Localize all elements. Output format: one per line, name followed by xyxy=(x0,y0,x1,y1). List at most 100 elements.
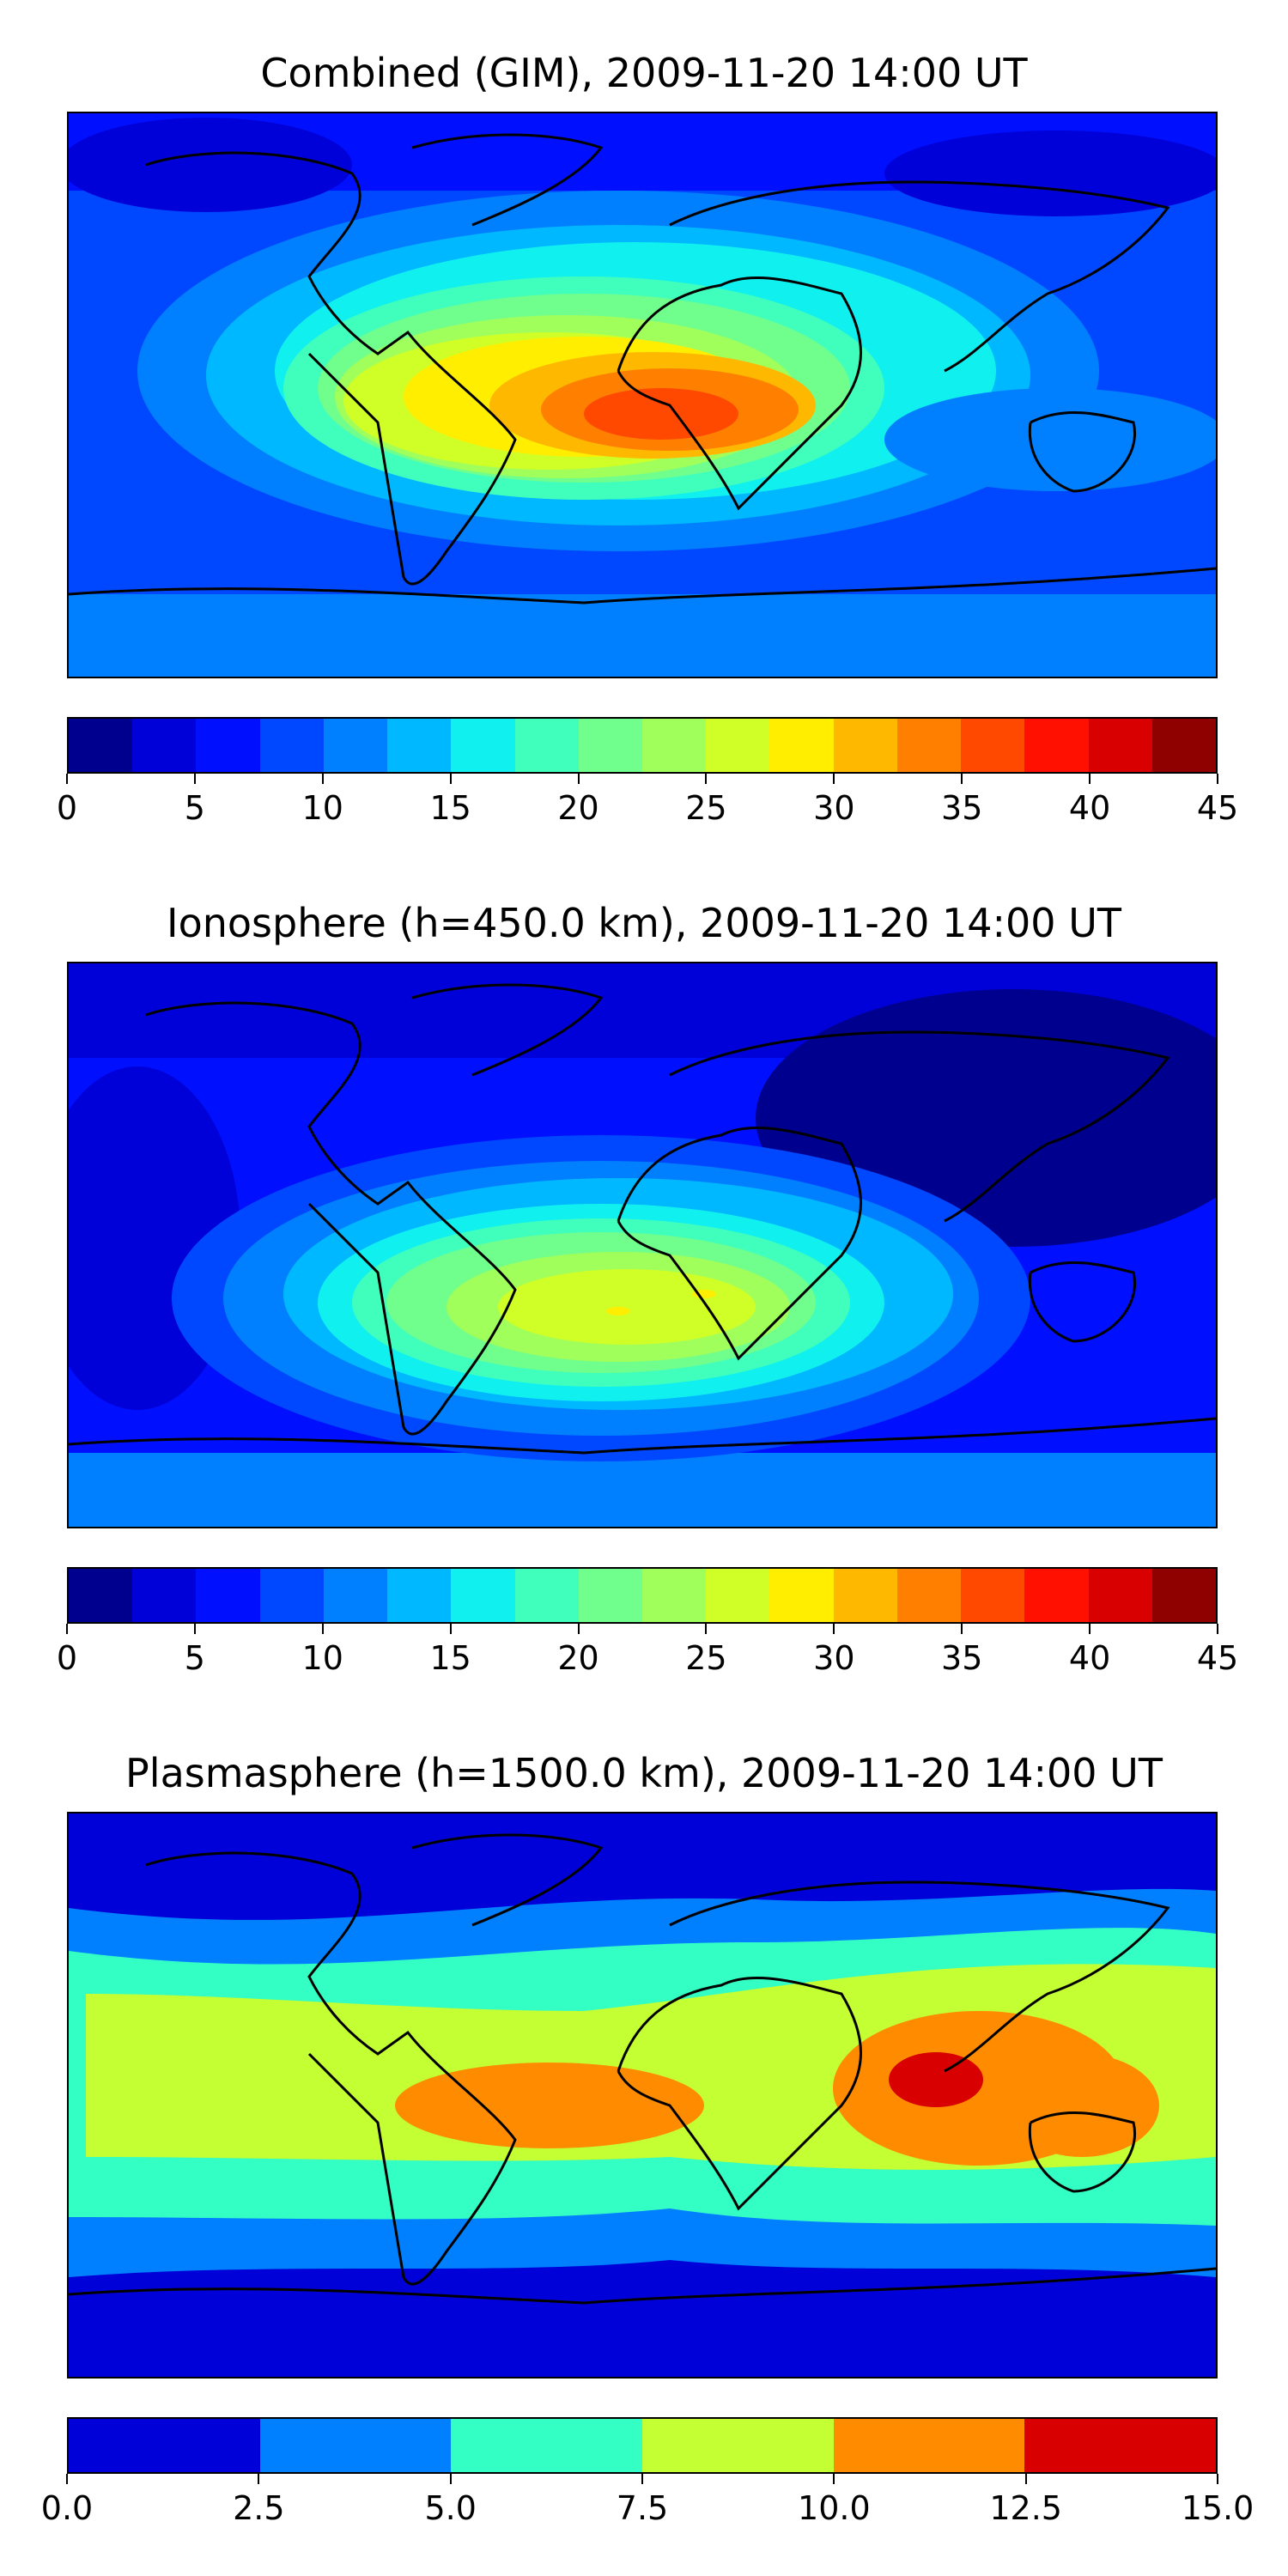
panel-1-colorbar-ticks: 0 5 10 15 20 25 30 35 40 45 xyxy=(57,774,1238,827)
p1-asia-tongue xyxy=(884,388,1216,491)
colorbar-segment xyxy=(1024,719,1089,772)
colorbar-tick-mark xyxy=(1217,2474,1218,2484)
colorbar-tick-mark xyxy=(1089,774,1091,784)
colorbar-tick-mark xyxy=(1217,1624,1218,1634)
colorbar-segment xyxy=(896,1569,962,1622)
colorbar-tick-label: 40 xyxy=(1068,789,1111,827)
colorbar-segment xyxy=(833,719,897,772)
colorbar-segment xyxy=(132,719,197,772)
colorbar-tick-label: 30 xyxy=(813,1639,855,1677)
colorbar-tick-mark xyxy=(577,774,580,784)
colorbar-tick-mark xyxy=(258,2474,260,2484)
panel-2-colorbar-ticks: 0 5 10 15 20 25 30 35 40 45 xyxy=(57,1624,1238,1677)
colorbar-segment xyxy=(132,1569,197,1622)
colorbar-tick-label: 10 xyxy=(301,789,343,827)
p1-east-low xyxy=(884,131,1216,216)
panel-3-map xyxy=(67,1812,1218,2379)
colorbar-tick-mark xyxy=(449,774,452,784)
colorbar-tick-label: 0.0 xyxy=(40,2489,94,2527)
colorbar-segment xyxy=(387,719,452,772)
colorbar-tick-label: 0 xyxy=(56,789,78,827)
colorbar-segment xyxy=(896,719,962,772)
colorbar-segment xyxy=(578,1569,642,1622)
colorbar-segment xyxy=(641,719,707,772)
colorbar-tick-label: 0 xyxy=(56,1639,78,1677)
p2-contour-30-a xyxy=(606,1307,630,1315)
colorbar-tick-label: 20 xyxy=(557,789,599,827)
colorbar-segment xyxy=(961,1569,1025,1622)
colorbar-tick-mark xyxy=(961,1624,963,1634)
colorbar-tick-label: 45 xyxy=(1196,1639,1239,1677)
colorbar-segment xyxy=(69,1569,133,1622)
colorbar-tick-label: 10 xyxy=(301,1639,343,1677)
colorbar-segment xyxy=(833,2419,1025,2472)
colorbar-tick-mark xyxy=(1024,2474,1027,2484)
colorbar-tick-label: 25 xyxy=(685,789,727,827)
colorbar-tick-label: 35 xyxy=(941,1639,983,1677)
panel-1-map xyxy=(67,112,1218,678)
colorbar-tick-mark xyxy=(321,1624,324,1634)
colorbar-segment xyxy=(769,719,834,772)
p1-north-low xyxy=(69,118,352,212)
colorbar-tick-label: 45 xyxy=(1196,789,1239,827)
colorbar-segment xyxy=(259,719,324,772)
colorbar-tick-label: 5.0 xyxy=(424,2489,477,2527)
colorbar-segment xyxy=(706,719,770,772)
colorbar-tick-mark xyxy=(833,774,835,784)
colorbar-segment xyxy=(451,719,515,772)
colorbar-tick-label: 5 xyxy=(184,1639,205,1677)
p2-south-band xyxy=(69,1453,1216,1527)
colorbar-segment xyxy=(514,1569,579,1622)
colorbar-segment xyxy=(1151,719,1216,772)
colorbar-segment xyxy=(451,2419,643,2472)
p1-south-band xyxy=(69,594,1216,677)
p1-contour-37 xyxy=(584,388,738,440)
colorbar-tick-mark xyxy=(705,774,708,784)
p3-coastlines xyxy=(69,1833,1216,2305)
p2-contour-27 xyxy=(498,1269,756,1345)
colorbar-segment xyxy=(769,1569,834,1622)
panel-1-colorbar xyxy=(67,717,1218,774)
colorbar-tick-label: 12.5 xyxy=(989,2489,1062,2527)
colorbar-segment xyxy=(259,2419,452,2472)
colorbar-segment xyxy=(69,2419,260,2472)
colorbar-segment xyxy=(451,1569,515,1622)
panel-3-colorbar-ticks: 0.0 2.5 5.0 7.5 10.0 12.5 15.0 xyxy=(41,2474,1254,2527)
colorbar-tick-label: 35 xyxy=(941,789,983,827)
colorbar-tick-mark xyxy=(1217,774,1218,784)
colorbar-tick-mark xyxy=(66,2474,68,2484)
colorbar-segment xyxy=(1088,1569,1152,1622)
p1-coastlines xyxy=(69,133,1216,605)
colorbar-tick-mark xyxy=(641,2474,643,2484)
panel-2-colorbar xyxy=(67,1567,1218,1624)
colorbar-tick-label: 7.5 xyxy=(616,2489,669,2527)
colorbar-segment xyxy=(196,719,260,772)
colorbar-tick-mark xyxy=(66,774,68,784)
colorbar-tick-label: 2.5 xyxy=(233,2489,285,2527)
colorbar-segment xyxy=(323,1569,388,1622)
colorbar-segment xyxy=(642,2419,834,2472)
colorbar-segment xyxy=(641,1569,707,1622)
colorbar-tick-mark xyxy=(321,774,324,784)
colorbar-tick-label: 40 xyxy=(1068,1639,1111,1677)
colorbar-tick-mark xyxy=(449,1624,452,1634)
colorbar-segment xyxy=(387,1569,452,1622)
colorbar-tick-label: 5 xyxy=(184,789,205,827)
colorbar-tick-label: 10.0 xyxy=(798,2489,871,2527)
colorbar-segment xyxy=(1024,1569,1089,1622)
colorbar-tick-mark xyxy=(961,774,963,784)
colorbar-tick-mark xyxy=(193,774,196,784)
panel-3-title: Plasmasphere (h=1500.0 km), 2009-11-20 1… xyxy=(125,1750,1163,1796)
colorbar-segment xyxy=(578,719,642,772)
colorbar-segment xyxy=(833,1569,897,1622)
panel-2-map xyxy=(67,962,1218,1528)
panel-2-title: Ionosphere (h=450.0 km), 2009-11-20 14:0… xyxy=(167,900,1121,946)
panel-3-colorbar xyxy=(67,2417,1218,2474)
p2-coastlines xyxy=(69,983,1216,1455)
colorbar-tick-mark xyxy=(833,2474,835,2484)
colorbar-tick-mark xyxy=(193,1624,196,1634)
colorbar-segment xyxy=(196,1569,260,1622)
colorbar-tick-label: 30 xyxy=(813,789,855,827)
colorbar-tick-mark xyxy=(449,2474,452,2484)
colorbar-segment xyxy=(514,719,579,772)
